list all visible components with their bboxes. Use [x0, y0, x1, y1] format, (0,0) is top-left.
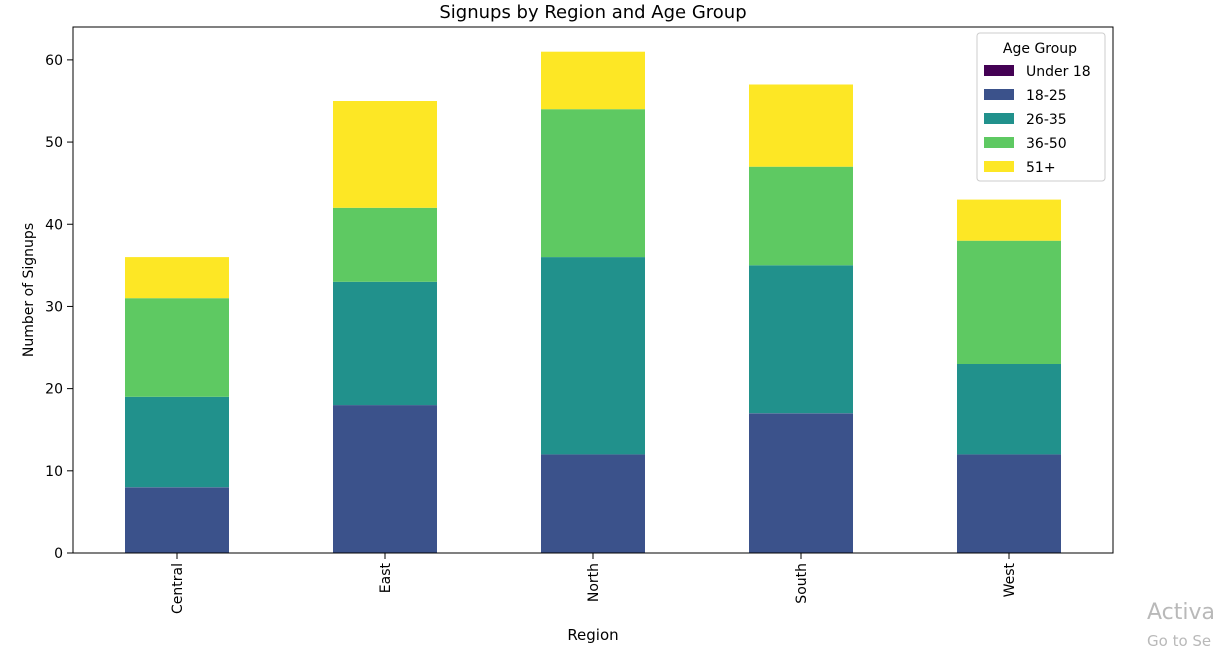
bar-east-series-3 [333, 207, 437, 282]
legend: Age Group Under 18 18-25 26-35 36-50 51+ [976, 32, 1106, 182]
legend-swatch [984, 89, 1014, 100]
y-axis-label: Number of Signups [21, 223, 37, 357]
bar-south-series-3 [749, 166, 853, 266]
bar-central-series-3 [125, 298, 229, 397]
legend-entry-label: Under 18 [1026, 64, 1091, 80]
legend-swatch [984, 137, 1014, 148]
bars-layer [125, 51, 1061, 554]
legend-entry-label: 36-50 [1026, 136, 1067, 152]
bar-east-series-1 [333, 405, 437, 553]
bar-east-series-2 [333, 281, 437, 406]
x-tick-label: East [378, 563, 394, 594]
bar-west-series-3 [957, 240, 1061, 364]
legend-entry-label: 51+ [1026, 160, 1056, 176]
legend-entry-label: 18-25 [1026, 88, 1067, 104]
bar-south-series-1 [749, 413, 853, 553]
y-tick-label: 30 [45, 299, 63, 315]
y-tick-label: 50 [45, 135, 63, 151]
bar-central-series-2 [125, 396, 229, 488]
bar-north-series-4 [541, 51, 645, 110]
legend-swatch [984, 65, 1014, 76]
x-tick-label: North [586, 563, 602, 602]
bar-central-series-1 [125, 487, 229, 554]
x-tick-label: Central [170, 563, 186, 614]
y-tick-label: 20 [45, 382, 63, 398]
x-tick-label: South [794, 563, 810, 604]
y-tick-label: 40 [45, 217, 63, 233]
y-tick-label: 60 [45, 53, 63, 69]
activation-watermark-line2: Go to Se [1147, 632, 1212, 650]
bar-west-series-4 [957, 199, 1061, 241]
legend-entry-label: 26-35 [1026, 112, 1067, 128]
y-axis: 0 10 20 30 40 50 60 [45, 53, 73, 562]
x-axis: Central East North South West [170, 553, 1018, 614]
bar-east-series-4 [333, 101, 437, 208]
bar-north-series-3 [541, 109, 645, 258]
y-tick-label: 0 [54, 546, 63, 562]
bar-south-series-2 [749, 265, 853, 414]
x-tick-label: West [1002, 562, 1018, 597]
legend-title: Age Group [1003, 41, 1077, 57]
activation-watermark-line1: Activa [1147, 600, 1214, 625]
legend-swatch [984, 161, 1014, 172]
x-axis-label: Region [567, 626, 618, 644]
bar-west-series-1 [957, 454, 1061, 553]
y-tick-label: 10 [45, 464, 63, 480]
bar-south-series-4 [749, 84, 853, 167]
bar-north-series-2 [541, 257, 645, 455]
legend-items: Under 18 18-25 26-35 36-50 51+ [984, 64, 1091, 176]
bar-central-series-4 [125, 257, 229, 299]
bar-north-series-1 [541, 454, 645, 553]
chart-title: Signups by Region and Age Group [439, 2, 746, 23]
legend-swatch [984, 113, 1014, 124]
bar-west-series-2 [957, 364, 1061, 455]
